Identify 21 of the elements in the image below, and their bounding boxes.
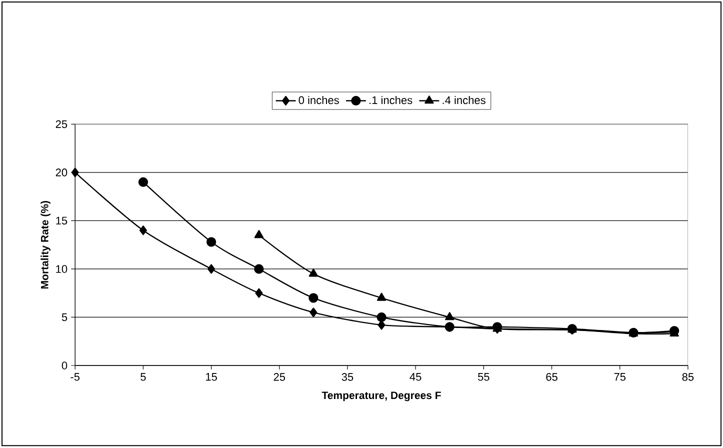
y-tick-label: 0 [62, 362, 68, 370]
x-tick-label: 55 [478, 373, 490, 381]
x-tick-label: -5 [70, 373, 80, 381]
x-tick-label: 15 [206, 373, 217, 381]
x-tick-label: 75 [614, 373, 626, 381]
legend-label: .1 inches [370, 96, 412, 104]
y-tick-label: 25 [56, 120, 68, 128]
y-tick-label: 15 [56, 217, 68, 225]
x-tick-label: 25 [274, 373, 286, 382]
x-tick-label: 45 [410, 373, 422, 381]
y-tick-label: 20 [56, 168, 68, 177]
x-tick-label: 65 [546, 373, 558, 382]
y-tick-label: 10 [56, 265, 68, 274]
y-axis-title: Mortality Rate (%) [40, 201, 50, 289]
legend-label: .4 inches [442, 96, 486, 104]
legend-label: 0 inches [298, 96, 339, 104]
y-tick-label: 5 [62, 314, 68, 322]
x-axis-title: Temperature, Degrees F [322, 392, 441, 402]
x-tick-label: 5 [140, 373, 146, 381]
x-tick-label: 35 [342, 373, 354, 382]
x-tick-label: 85 [682, 373, 694, 382]
